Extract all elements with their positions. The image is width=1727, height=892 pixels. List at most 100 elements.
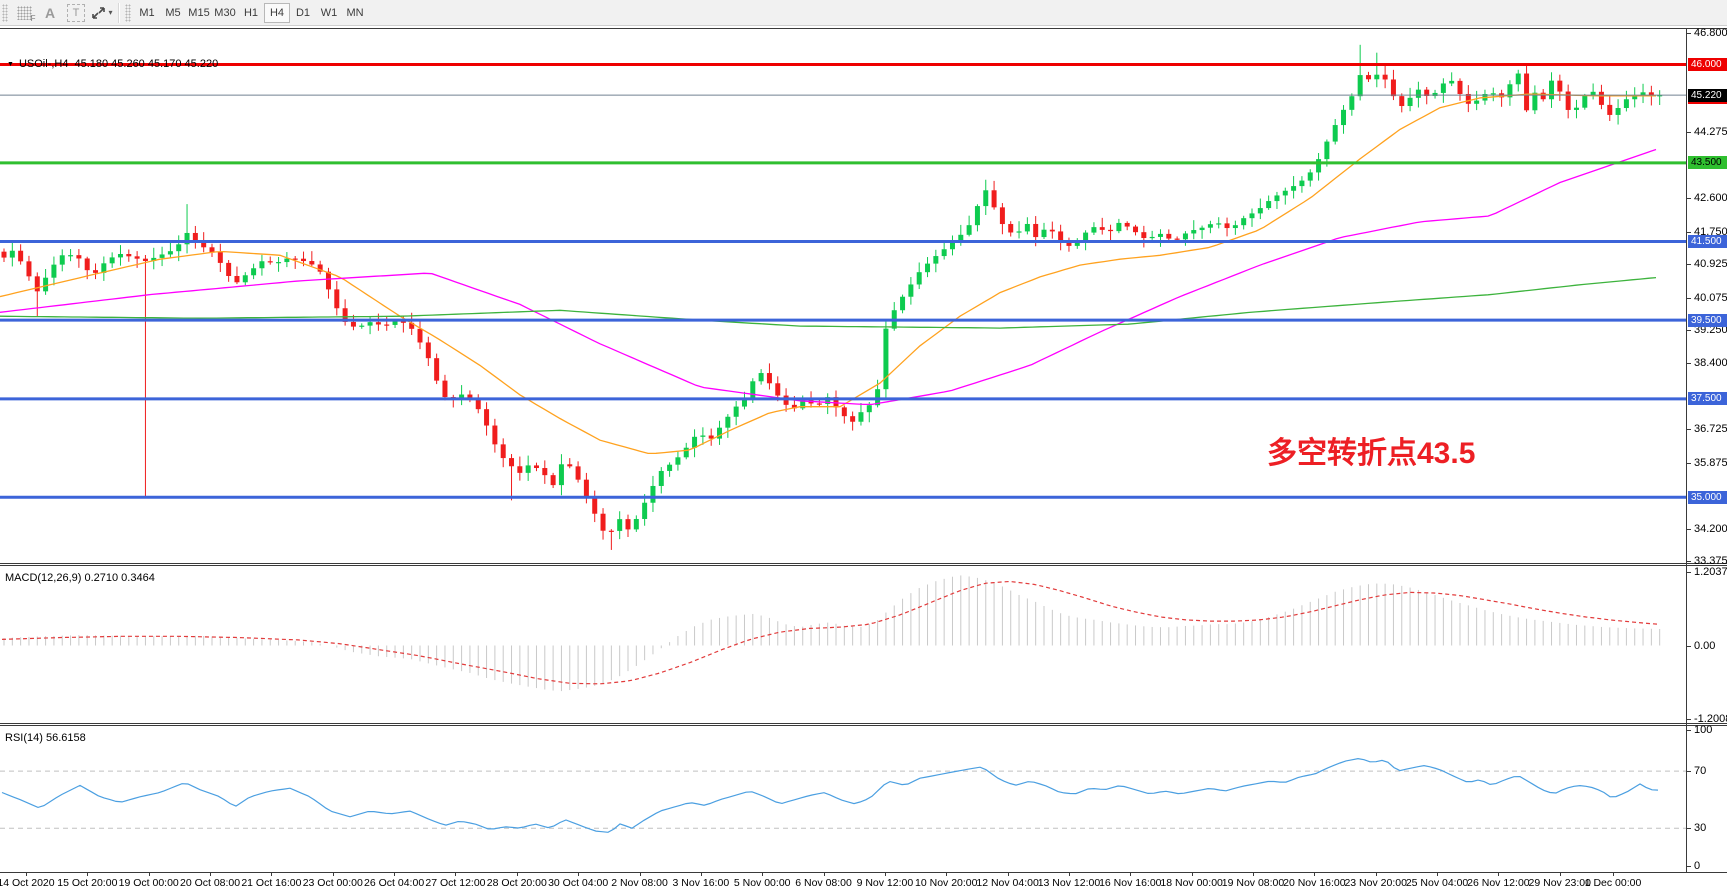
level-label-41.500: 41.500 [1688,235,1727,248]
price-tick-44.275: 44.275 [1694,126,1727,139]
date-label: 30 Oct 04:00 [548,877,609,889]
ohlc-readout: 45.180 45.260 45.170 45.220 [74,58,219,70]
rsi-panel-bottom-border [0,872,1727,873]
text-box-icon: T [67,3,85,22]
crossed-arrows-icon [92,6,106,19]
date-tick [1559,873,1561,876]
macd-tick--1.2008: -1.2008 [1694,712,1727,725]
price-tick-42.600: 42.600 [1694,192,1727,205]
date-tick [884,873,886,876]
rsi-tick-100: 100 [1694,724,1713,736]
price-axis-line [1686,28,1687,873]
rsi-tick-30: 30 [1694,822,1707,835]
macd-indicator-label: MACD(12,26,9) 0.2710 0.3464 [5,572,155,584]
timeframe-button-m30[interactable]: M30 [214,6,236,19]
rsi-indicator-panel[interactable] [0,725,1686,872]
chart-top-border [0,28,1727,29]
rsi-tick-30-dash [1686,828,1691,830]
macd-tick--1.2008-dash [1686,718,1691,720]
date-label: 19 Nov 08:00 [1221,877,1285,889]
timeframe-button-m15[interactable]: M15 [188,6,210,19]
date-label: 23 Nov 20:00 [1344,877,1407,889]
date-tick [1007,873,1009,876]
date-tick [148,873,150,876]
date-label: 27 Oct 12:00 [425,877,486,889]
date-tick [1375,873,1377,876]
macd-indicator-panel[interactable] [0,565,1686,723]
level-label-39.500: 39.500 [1688,313,1727,327]
price-tick-36.725: 36.725 [1694,423,1727,436]
date-label: 21 Oct 16:00 [241,877,302,889]
timeframe-button-h4[interactable]: H4 [264,2,290,23]
price-tick-39.250: 39.250 [1694,324,1727,337]
symbol-dropdown-triangle-icon[interactable]: ▼ [7,60,14,68]
date-label: 29 Nov 23:00 [1528,877,1591,889]
label-tool-button[interactable]: A [38,3,62,23]
date-tick [823,873,825,876]
price-tick-38.400: 38.400 [1694,357,1727,370]
timeframe-button-w1[interactable]: W1 [320,6,338,19]
timeframe-button-h1[interactable]: H1 [243,6,259,19]
price-tick-35.875-dash [1686,462,1691,464]
dotted-grid-icon: F [16,5,36,23]
level-label-37.500: 37.500 [1688,392,1727,406]
price-tick-40.925: 40.925 [1694,258,1727,271]
date-tick [1437,873,1439,876]
date-tick [639,873,641,876]
date-tick [1314,873,1316,876]
date-label: 25 Nov 04:00 [1405,877,1469,889]
price-tick-34.200-dash [1686,528,1691,530]
price-tick-44.275-dash [1686,132,1691,134]
pattern-grid-tool-button[interactable]: F [12,3,36,23]
price-axis[interactable]: 46.800 44.275 42.600 41.750 40.925 40.075 39.2… [1686,27,1727,873]
date-tick [578,873,580,876]
macd-tick-1.2037: 1.2037 [1694,566,1727,579]
date-tick [332,873,334,876]
rsi-tick-70: 70 [1694,765,1707,778]
date-tick [1498,873,1500,876]
timeframe-drag-handle[interactable] [125,3,131,22]
text-tool-button[interactable]: T [64,3,88,23]
main-panel-bottom-border [0,563,1727,564]
price-tick-33.375: 33.375 [1694,555,1727,568]
date-label: 20 Nov 16:00 [1283,877,1346,889]
price-tick-46.800-dash [1686,33,1691,34]
timeframe-button-mn[interactable]: MN [346,6,364,19]
date-label: 18 Nov 00:00 [1160,877,1223,889]
price-tick-46.800: 46.800 [1694,27,1727,39]
date-label: 3 Nov 16:00 [672,877,730,889]
date-tick [26,873,27,876]
rsi-tick-0-dash [1686,866,1691,867]
date-tick [455,873,457,876]
main-price-chart[interactable] [0,28,1686,563]
date-label: 1 Dec 00:00 [1584,877,1642,889]
macd-tick-0.00: 0.00 [1694,639,1716,652]
price-tick-40.075: 40.075 [1694,291,1727,304]
toolbar: F A T ▾ M1 M5 M15 M30 H1 H4 D1 W1 MN [0,0,1727,26]
chart-window: ▼ USOil-,H4 45.180 45.260 45.170 45.220 … [0,26,1727,892]
price-tick-34.200: 34.200 [1694,522,1727,535]
date-label: 28 Oct 20:00 [486,877,547,889]
toolbar-separator [118,2,120,23]
toolbar-drag-handle[interactable] [2,3,8,22]
timeframe-button-m1[interactable]: M1 [139,6,155,19]
rsi-tick-100-dash [1686,730,1691,731]
timeframe-button-d1[interactable]: D1 [295,6,311,19]
date-tick [210,873,212,876]
date-label: 9 Nov 12:00 [856,877,914,889]
date-axis[interactable]: 14 Oct 2020 15 Oct 20:00 19 Oct 00:00 20 Oc… [0,873,1727,892]
date-label: 26 Oct 04:00 [364,877,425,889]
chart-symbol-title[interactable]: ▼ USOil-,H4 45.180 45.260 45.170 45.220 [7,58,218,70]
rsi-tick-0: 0 [1694,860,1701,872]
date-label: 26 Nov 12:00 [1467,877,1530,889]
price-tick-41.750: 41.750 [1694,225,1727,238]
cursor-mode-button[interactable]: ▾ [90,3,114,23]
timeframe-button-m5[interactable]: M5 [165,6,181,19]
date-tick [1613,873,1614,876]
dropdown-caret-icon[interactable]: ▾ [108,8,113,17]
rsi-indicator-label: RSI(14) 56.6158 [5,732,86,744]
macd-tick-0.00-dash [1686,645,1691,647]
date-tick [516,873,518,876]
date-tick [946,873,948,876]
level-label-46.000: 46.000 [1688,57,1727,71]
